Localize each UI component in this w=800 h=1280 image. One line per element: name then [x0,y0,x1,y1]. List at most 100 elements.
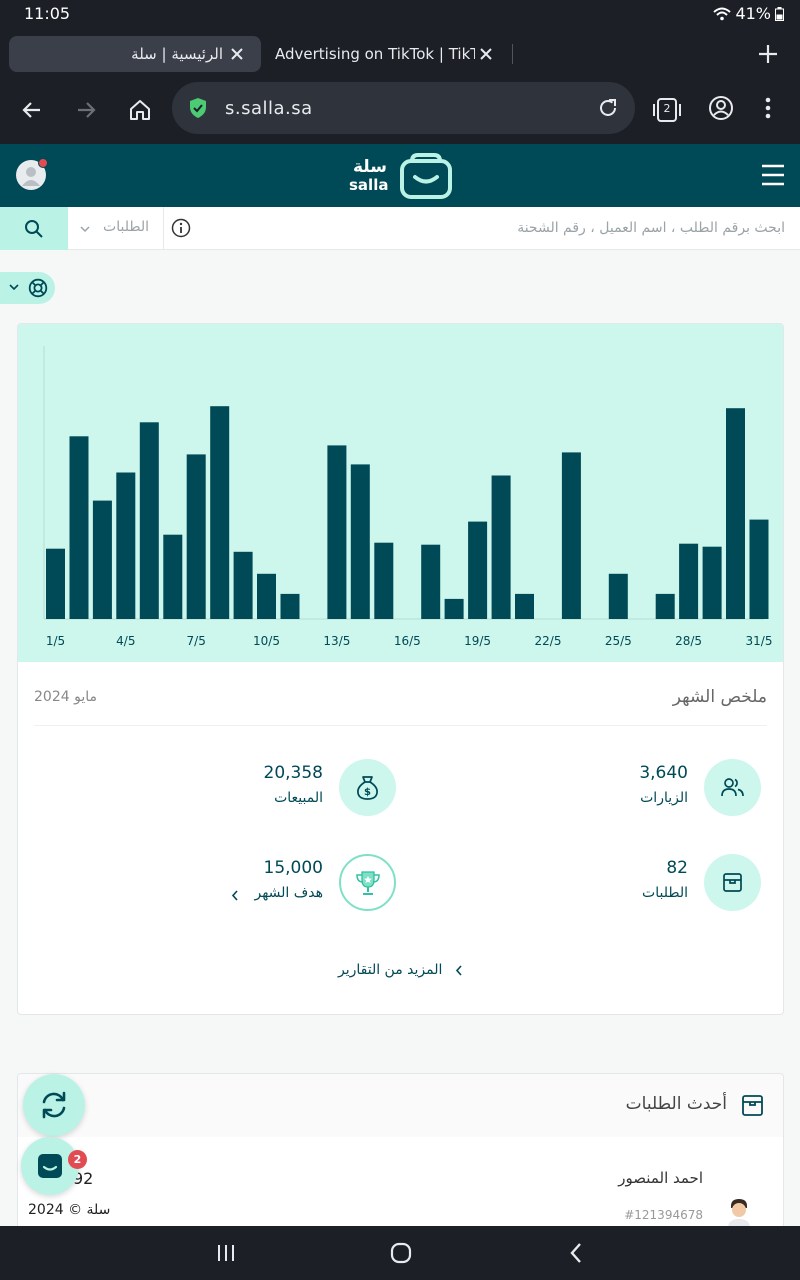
battery-icon [775,6,784,21]
recent-apps-icon[interactable] [216,1243,236,1263]
sales-value: 20,358 [263,763,323,783]
secure-shield-icon[interactable] [188,97,208,119]
info-icon[interactable] [171,218,191,238]
refresh-button[interactable] [23,1074,85,1136]
order-amount: 92 [73,1169,94,1188]
salla-bag-icon [400,153,452,199]
browser-tab-active[interactable]: الرئيسية | سلة [9,36,261,72]
chat-notification-badge: 2 [68,1150,87,1169]
avatar[interactable] [16,158,48,190]
chevron-left-icon[interactable] [231,890,239,901]
goal-label[interactable]: هدف الشهر [254,885,323,901]
sales-stat-icon: $ [339,759,396,816]
refresh-icon [42,1091,66,1119]
chart-bar-31-5[interactable] [749,519,769,619]
forward-icon[interactable] [72,96,100,124]
reload-icon[interactable] [597,97,619,119]
chart-x-tick-label: 1/5 [46,634,65,648]
orders-stat-icon [704,854,761,911]
chart-x-tick-label: 10/5 [253,634,280,648]
search-scope-value: الطلبات [103,219,149,235]
salla-logo[interactable]: سلة salla [348,153,454,199]
sales-label: المبيعات [274,790,323,806]
chart-bar-23-5[interactable] [561,452,581,619]
table-row[interactable]: احمد المنصور #121394678 92 [18,1137,783,1232]
help-dropdown[interactable] [0,272,55,304]
chevron-down-icon [9,284,19,291]
chart-bar-18-5[interactable] [444,598,464,619]
box-icon [723,873,742,892]
wifi-icon [713,7,732,20]
chart-bar-27-5[interactable] [655,593,675,619]
address-bar[interactable]: s.salla.sa [172,82,635,134]
sales-bar-chart: 1/5 4/5 7/5 10/5 13/5 16/5 19/5 22/5 25/5 28/5 31/… [18,324,783,662]
chart-bar-2-5[interactable] [69,436,89,619]
close-tab-icon[interactable] [227,44,247,64]
chart-bar-9-5[interactable] [233,551,253,619]
close-tab-icon[interactable] [476,44,496,64]
chart-x-tick-label: 31/5 [746,634,773,648]
tab-title: Advertising on TikTok | TikTok [275,45,475,63]
chart-x-tick-label: 7/5 [187,634,206,648]
order-number: #121394678 [624,1208,703,1222]
box-icon [742,1095,763,1116]
chart-bar-28-5[interactable] [679,543,699,619]
chart-bar-11-5[interactable] [280,593,300,619]
search-button[interactable] [0,207,68,250]
tabs-icon [653,98,681,122]
tab-switcher-button[interactable]: 2 [652,95,682,125]
summary-date: مايو 2024 [34,689,97,705]
back-nav-icon[interactable] [568,1242,584,1264]
more-reports-label: المزيد من التقارير [338,962,443,978]
chart-bar-3-5[interactable] [92,500,112,619]
chart-bar-19-5[interactable] [468,521,488,619]
chart-bar-14-5[interactable] [350,464,370,619]
hamburger-menu-icon[interactable] [760,164,786,186]
chart-x-tick-label: 28/5 [675,634,702,648]
tab-title: الرئيسية | سلة [131,45,223,63]
chat-icon [38,1154,62,1178]
money-bag-icon: $ [357,776,378,800]
chart-bar-21-5[interactable] [515,593,534,619]
new-tab-icon[interactable] [754,40,782,68]
latest-orders-header: أحدث الطلبات [18,1074,783,1137]
chart-bar-15-5[interactable] [374,542,394,619]
home-nav-icon[interactable] [390,1242,412,1264]
chart-bar-25-5[interactable] [608,573,628,619]
chart-bar-8-5[interactable] [210,406,230,619]
home-icon[interactable] [126,96,154,124]
chart-bar-29-5[interactable] [702,546,722,619]
back-icon[interactable] [18,96,46,124]
lifebuoy-icon [28,278,48,298]
visits-stat-icon [704,759,761,816]
tab-divider [512,44,513,64]
chat-button[interactable] [21,1137,79,1195]
chart-bar-30-5[interactable] [726,408,745,619]
more-reports-link[interactable]: المزيد من التقارير [338,962,463,978]
chart-bar-17-5[interactable] [421,544,441,619]
url-text: s.salla.sa [225,98,313,119]
chart-bar-5-5[interactable] [139,422,159,619]
app-header: سلة salla [0,144,800,207]
browser-tab-bar: الرئيسية | سلة Advertising on TikTok | T… [0,28,800,80]
more-options-icon[interactable] [758,95,778,121]
chart-bar-10-5[interactable] [257,573,276,619]
latest-orders-card: أحدث الطلبات احمد المنصور #121394678 92 [17,1073,784,1233]
chart-bar-20-5[interactable] [491,475,511,620]
chart-bar-7-5[interactable] [186,454,206,619]
footer-copyright: سلة © 2024 [28,1202,111,1218]
chart-bar-1-5[interactable] [46,548,65,619]
chart-x-tick-label: 13/5 [323,634,350,648]
search-input[interactable]: ابحث برقم الطلب ، اسم العميل ، رقم الشحن… [517,220,785,236]
account-icon[interactable] [708,95,734,121]
browser-tab-inactive[interactable]: Advertising on TikTok | TikTok [266,36,510,72]
chart-bar-13-5[interactable] [327,445,347,619]
chevron-left-icon [455,964,462,976]
chart-bar-4-5[interactable] [116,472,136,620]
goal-stat-icon [339,854,396,911]
chart-bar-6-5[interactable] [163,534,183,619]
customer-avatar [728,1199,750,1228]
search-scope-select[interactable]: الطلبات [68,207,164,250]
search-bar: الطلبات ابحث برقم الطلب ، اسم العميل ، ر… [0,207,800,250]
trophy-icon [356,871,380,895]
